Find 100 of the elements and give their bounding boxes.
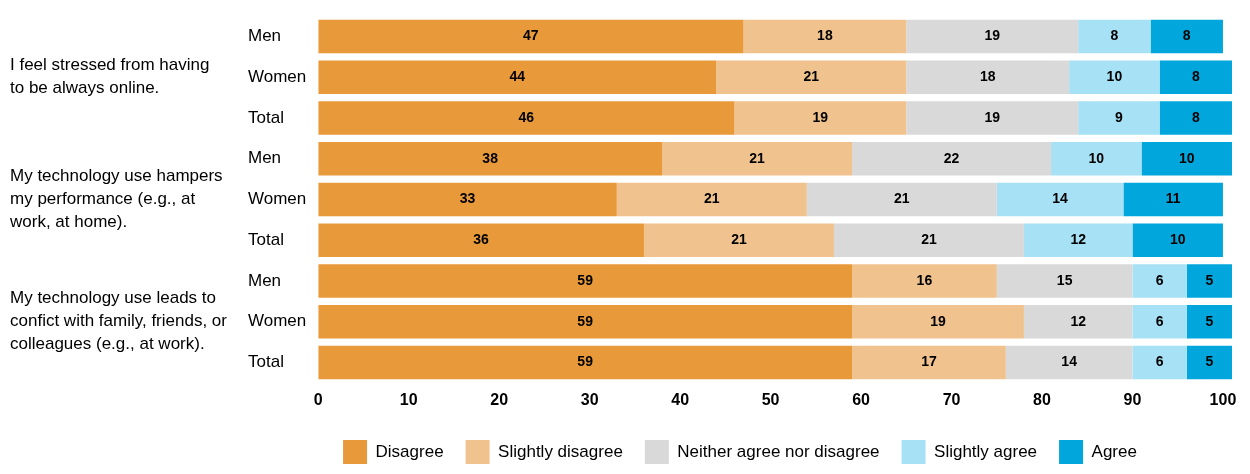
text: I feel stressed from having to be always online. [10, 55, 210, 98]
y-tick-label: Men [248, 148, 282, 168]
bar [743, 19, 907, 54]
data-label: 11 [1165, 190, 1181, 207]
data-label: 33 [459, 190, 476, 207]
bar [662, 142, 853, 176]
data-label: 10 [1178, 149, 1195, 166]
data-label: 5 [1205, 312, 1214, 329]
bar [318, 101, 735, 135]
data-label: 5 [1205, 271, 1214, 288]
data-label: 8 [1191, 68, 1200, 85]
bar [1186, 264, 1232, 298]
bar [806, 182, 997, 217]
data-label: 19 [812, 108, 829, 125]
x-tick-label: 60 [852, 390, 871, 408]
data-label: 8 [1110, 27, 1119, 44]
bar [1186, 305, 1232, 339]
bar [318, 223, 644, 257]
data-label: 21 [921, 231, 937, 248]
data-label: 19 [984, 108, 1001, 125]
bar [852, 345, 1006, 380]
text: My technology use hampers my performance (e.g., at work, at home). [9, 166, 223, 232]
x-tick-label: 70 [942, 390, 961, 408]
bar [852, 264, 997, 298]
y-tick-label: Total [248, 229, 284, 249]
data-label: 21 [894, 190, 910, 207]
legend-label: Neither agree nor disagree [677, 441, 880, 461]
data-label: 21 [731, 231, 747, 248]
bar [318, 305, 853, 339]
bar [1069, 60, 1160, 94]
x-tick-label: 20 [490, 390, 509, 408]
data-label: 6 [1155, 312, 1164, 329]
bar [318, 142, 663, 176]
x-tick-label: 30 [580, 390, 599, 408]
data-label: 18 [817, 27, 833, 44]
bar [318, 345, 853, 380]
bar [716, 60, 907, 94]
bar [906, 101, 1079, 135]
bar [852, 142, 1052, 176]
y-tick-label: Total [248, 107, 284, 127]
x-tick-label: 40 [671, 390, 690, 408]
data-label: 8 [1191, 108, 1200, 125]
data-label: 44 [509, 68, 526, 85]
data-label: 47 [523, 27, 539, 44]
bar [1186, 345, 1232, 380]
bar [1141, 142, 1232, 176]
data-label: 14 [1052, 190, 1069, 207]
data-label: 38 [482, 149, 499, 166]
y-tick-label: Total [248, 352, 284, 372]
bar [1159, 60, 1232, 94]
data-label: 17 [921, 353, 937, 370]
bar [833, 223, 1024, 257]
bar [318, 182, 617, 217]
bar [318, 19, 744, 54]
data-label: 6 [1155, 353, 1164, 370]
bar [906, 19, 1079, 54]
y-tick-label: Women [248, 66, 307, 86]
data-label: 10 [1106, 68, 1123, 85]
legend-label: Slightly agree [934, 441, 1038, 461]
bar [1132, 223, 1223, 257]
x-tick-label: 50 [761, 390, 780, 408]
data-label: 8 [1182, 27, 1191, 44]
data-label: 19 [930, 312, 946, 329]
legend-label: Slightly disagree [498, 441, 623, 461]
x-tick-label: 10 [399, 390, 418, 408]
data-label: 16 [916, 271, 933, 288]
data-label: 12 [1070, 231, 1087, 248]
data-label: 59 [577, 312, 594, 329]
data-label: 10 [1169, 231, 1186, 248]
data-label: 21 [704, 190, 720, 207]
data-label: 15 [1056, 271, 1073, 288]
bar [1078, 19, 1151, 54]
x-tick-label: 0 [313, 390, 323, 408]
data-label: 18 [979, 68, 996, 85]
y-tick-label: Women [248, 189, 307, 209]
data-label: 5 [1205, 353, 1214, 370]
bar [1132, 345, 1187, 380]
bar [1078, 101, 1160, 135]
data-label: 59 [577, 353, 594, 370]
data-label: 19 [984, 27, 1001, 44]
text: My technology use leads to confict with family, friends, or colleagues (e.g., at work). [10, 288, 228, 354]
bar [643, 223, 834, 257]
bar [318, 264, 853, 298]
data-label: 36 [473, 231, 490, 248]
bar [1123, 182, 1223, 217]
y-tick-label: Men [248, 26, 282, 46]
bar [1051, 142, 1142, 176]
data-label: 22 [943, 149, 960, 166]
x-tick-label: 80 [1033, 390, 1052, 408]
y-tick-label: Women [248, 311, 307, 331]
y-tick-label: Men [248, 270, 282, 290]
bar [734, 101, 907, 135]
bar [318, 60, 717, 94]
data-label: 14 [1061, 353, 1078, 370]
bar [906, 60, 1070, 94]
bar [1132, 264, 1187, 298]
data-label: 10 [1088, 149, 1105, 166]
data-label: 6 [1155, 271, 1164, 288]
data-label: 21 [803, 68, 820, 85]
data-label: 46 [518, 108, 535, 125]
